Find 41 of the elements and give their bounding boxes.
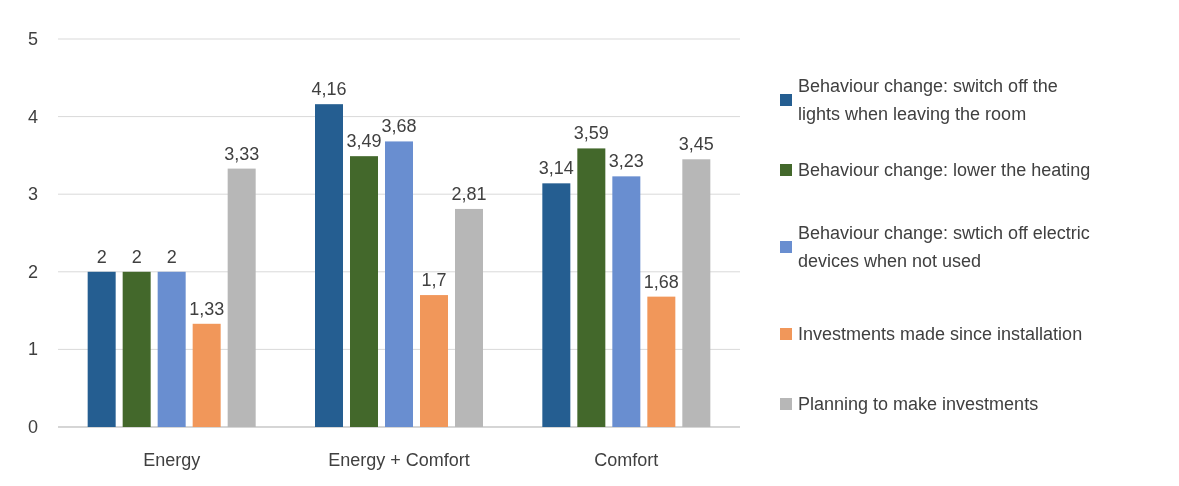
bar [87,271,116,427]
data-label: 1,7 [421,270,447,291]
bar [157,271,186,427]
data-label: 2 [96,246,107,267]
data-label: 3,49 [346,131,382,152]
data-label: 2,81 [451,183,487,204]
bar [315,104,343,427]
data-label: 3,14 [538,158,574,179]
bar [192,323,221,427]
bar [542,183,571,427]
bar [385,141,413,427]
legend-label: Behaviour change: lower the heating [798,160,1091,180]
x-tick-label: Energy [143,450,201,470]
y-tick-label: 3 [27,184,38,205]
bar [420,295,448,427]
y-tick-label: 4 [27,106,38,127]
data-label: 3,33 [224,143,260,164]
x-tick-label: Comfort [594,450,659,470]
data-label: 3,68 [381,116,417,137]
bar [612,176,641,427]
data-label: 2 [166,246,177,267]
data-label: 3,45 [678,134,714,155]
y-tick-label: 2 [27,261,38,282]
data-label: 2 [131,246,142,267]
legend-label: Behaviour change: switch off the lights when leaving the room [798,76,1058,124]
data-label: 1,68 [643,271,679,292]
x-tick-label: Energy + Comfort [328,450,470,470]
data-label: 1,33 [189,298,225,319]
legend-label: Behaviour change: swtich off electric devices when not used [798,223,1090,271]
bar [647,296,676,427]
y-tick-label: 5 [27,29,38,49]
legend-label: Investments made since installation [798,324,1083,344]
data-label: 3,23 [608,151,644,172]
data-label: 3,59 [573,123,609,144]
y-tick-label: 0 [27,417,38,437]
bar [350,156,378,427]
legend-label: Planning to make investments [798,394,1039,414]
bar [122,271,151,427]
bar [577,148,606,427]
y-tick-label: 1 [27,339,38,360]
data-label: 4,16 [311,79,347,100]
